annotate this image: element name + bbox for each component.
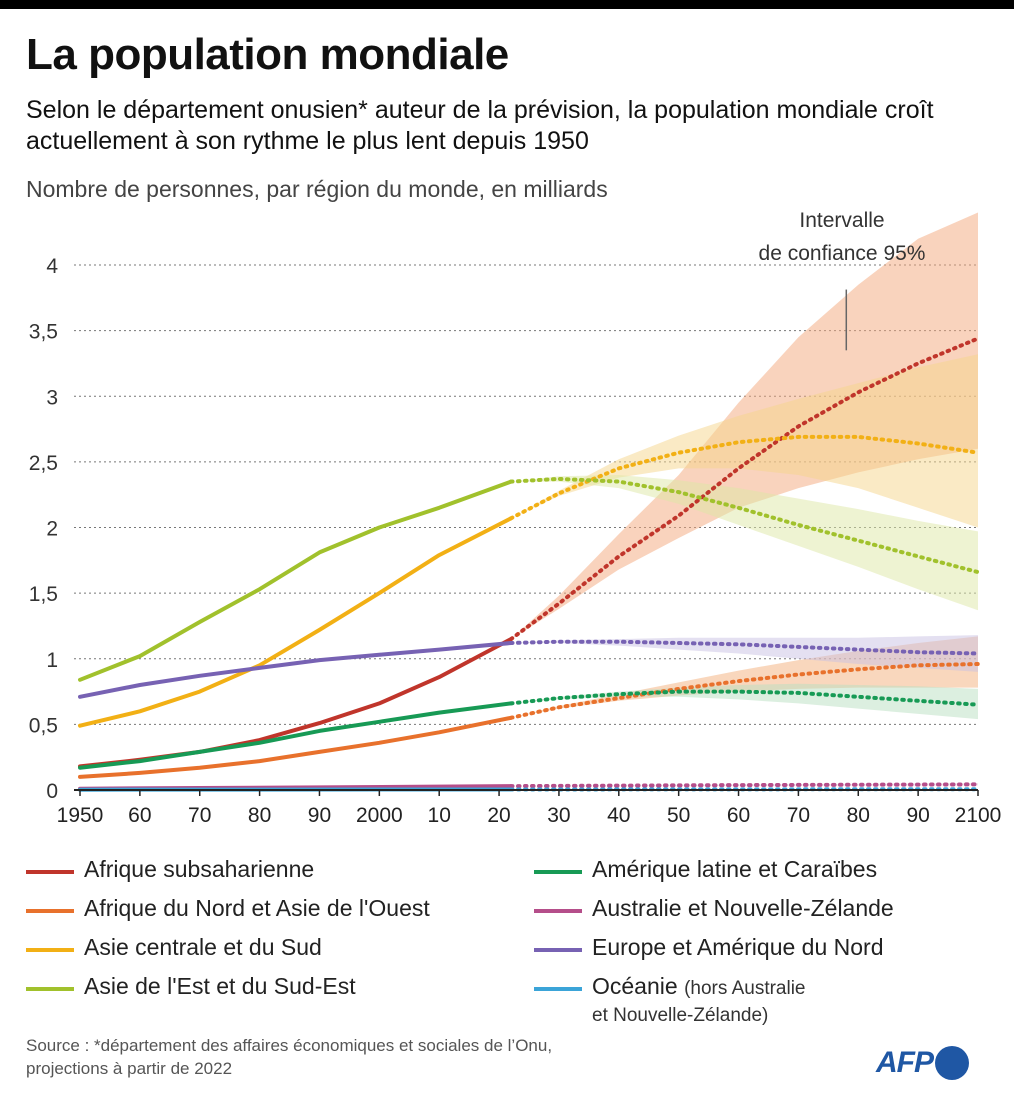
legend-swatch bbox=[534, 948, 582, 952]
axes: 0 0,5 1 1,5 2 2,5 3 3,5 4 1950 60 70 80 90 2000 10 20 30 4… bbox=[29, 255, 1002, 827]
annotation-line2: de confiance 95% bbox=[759, 242, 926, 265]
series-line-projection bbox=[509, 434, 980, 521]
x-tick-label: 60 bbox=[727, 804, 750, 827]
afp-logo: AFP bbox=[876, 1046, 969, 1080]
y-tick-label: 1,5 bbox=[29, 583, 58, 606]
x-tick-label: 90 bbox=[906, 804, 929, 827]
legend-swatch bbox=[26, 870, 74, 874]
y-tick-label: 1 bbox=[46, 649, 58, 672]
legend-item: Océanie (hors Australie et Nouvelle-Zéla… bbox=[534, 973, 806, 1027]
legend-label: Europe et Amérique du Nord bbox=[592, 934, 884, 960]
y-tick-label: 2 bbox=[46, 518, 58, 541]
confidence-band bbox=[511, 635, 978, 672]
afp-logo-text: AFP bbox=[876, 1046, 934, 1079]
x-tick-label: 10 bbox=[428, 804, 451, 827]
series-line-historical bbox=[78, 715, 513, 779]
chart-title: La population mondiale bbox=[26, 30, 509, 79]
legend-swatch bbox=[26, 948, 74, 952]
series-line-historical bbox=[78, 701, 513, 770]
legend-swatch bbox=[26, 909, 74, 913]
legend: Afrique subsaharienne Afrique du Nord et… bbox=[0, 848, 1014, 1028]
legend-label: Australie et Nouvelle-Zélande bbox=[592, 895, 894, 921]
legend-label: Afrique du Nord et Asie de l'Ouest bbox=[84, 895, 430, 921]
legend-item: Afrique du Nord et Asie de l'Ouest bbox=[26, 895, 430, 922]
x-tick-label: 80 bbox=[847, 804, 870, 827]
y-tick-label: 0 bbox=[46, 780, 58, 803]
legend-label: Asie centrale et du Sud bbox=[84, 934, 322, 960]
unit-label: Nombre de personnes, par région du monde… bbox=[26, 176, 608, 202]
population-chart: 0 0,5 1 1,5 2 2,5 3 3,5 4 1950 60 70 80 90 2000 10 20 30 4… bbox=[29, 209, 1002, 827]
top-bar bbox=[0, 0, 1014, 9]
y-tick-label: 3,5 bbox=[29, 321, 58, 344]
annotation-line1: Intervalle bbox=[799, 209, 884, 232]
legend-label: Amérique latine et Caraïbes bbox=[592, 856, 878, 882]
series-line-projection bbox=[509, 782, 980, 789]
x-tick-label: 90 bbox=[308, 804, 331, 827]
series-line-historical bbox=[78, 641, 513, 699]
x-tick-label: 2100 bbox=[955, 804, 1002, 827]
x-tick-label: 20 bbox=[487, 804, 510, 827]
x-tick-label: 40 bbox=[607, 804, 630, 827]
x-tick-label: 30 bbox=[547, 804, 570, 827]
legend-item: Asie de l'Est et du Sud-Est bbox=[26, 973, 356, 1000]
legend-swatch bbox=[534, 987, 582, 991]
confidence-band bbox=[511, 475, 978, 611]
series-line-projection bbox=[509, 476, 980, 575]
legend-sublabel: et Nouvelle-Zélande) bbox=[592, 1005, 769, 1026]
legend-label: Océanie bbox=[592, 973, 678, 999]
legend-label: Afrique subsaharienne bbox=[84, 856, 315, 882]
annotation: Intervalle de confiance 95% bbox=[759, 209, 926, 351]
x-tick-label: 80 bbox=[248, 804, 271, 827]
series-line-historical bbox=[78, 479, 513, 682]
source-line: Source : *département des affaires écono… bbox=[26, 1036, 553, 1055]
legend-item: Australie et Nouvelle-Zélande bbox=[534, 895, 894, 922]
source-note: Source : *département des affaires écono… bbox=[26, 1034, 552, 1080]
afp-logo-dot bbox=[935, 1046, 969, 1080]
source-line: projections à partir de 2022 bbox=[26, 1059, 233, 1078]
series-line-historical bbox=[78, 637, 513, 769]
legend-label: Asie de l'Est et du Sud-Est bbox=[84, 973, 356, 999]
confidence-band bbox=[511, 683, 978, 720]
series-line-projection bbox=[509, 639, 980, 656]
gridlines bbox=[74, 264, 978, 725]
legend-item: Afrique subsaharienne bbox=[26, 856, 314, 883]
x-tick-label: 50 bbox=[667, 804, 690, 827]
series-line-historical bbox=[78, 516, 513, 728]
x-tick-label: 70 bbox=[787, 804, 810, 827]
chart-subtitle: Selon le département onusien* auteur de … bbox=[26, 96, 934, 155]
x-tick-label: 60 bbox=[128, 804, 151, 827]
y-tick-label: 2,5 bbox=[29, 452, 58, 475]
x-tick-label: 2000 bbox=[356, 804, 403, 827]
legend-swatch bbox=[26, 987, 74, 991]
legend-item: Amérique latine et Caraïbes bbox=[534, 856, 877, 883]
legend-item: Asie centrale et du Sud bbox=[26, 934, 322, 961]
y-tick-label: 4 bbox=[46, 255, 58, 278]
legend-swatch bbox=[534, 870, 582, 874]
series-line-projection bbox=[509, 336, 980, 642]
legend-item: Europe et Amérique du Nord bbox=[534, 934, 884, 961]
legend-sublabel: (hors Australie bbox=[684, 978, 806, 999]
series-line-projection bbox=[509, 662, 980, 720]
x-tick-label: 1950 bbox=[57, 804, 104, 827]
legend-swatch bbox=[534, 909, 582, 913]
y-tick-label: 3 bbox=[46, 386, 58, 409]
x-tick-label: 70 bbox=[188, 804, 211, 827]
y-tick-label: 0,5 bbox=[29, 714, 58, 737]
series-line-projection bbox=[509, 689, 980, 707]
